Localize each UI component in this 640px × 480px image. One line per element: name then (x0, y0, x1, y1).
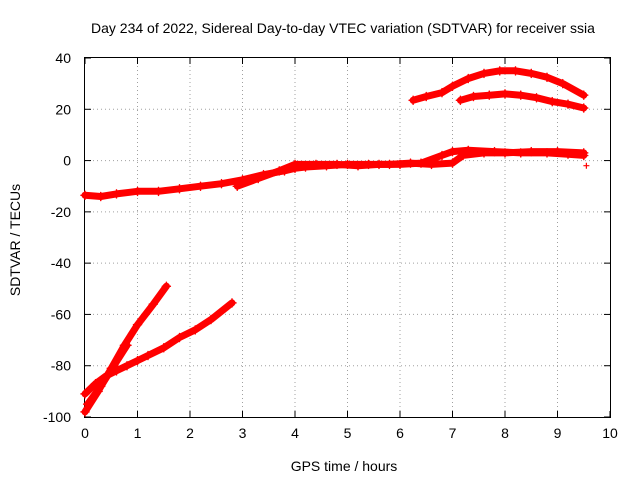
data-point (579, 150, 589, 161)
data-point (232, 181, 242, 191)
outlier-markers (583, 162, 590, 169)
y-tick-label: -80 (51, 358, 71, 374)
data-point (143, 350, 153, 361)
data-point (447, 81, 458, 91)
data-point (395, 159, 405, 170)
data-point (479, 68, 489, 79)
data-point (159, 343, 169, 353)
data-point (421, 91, 431, 102)
data-point (463, 145, 473, 156)
data-point (563, 149, 573, 159)
x-tick-label: 7 (449, 425, 457, 441)
y-tick-labels: -100 -80 -60 -40 -20 0 20 40 (43, 50, 71, 425)
data-point (132, 186, 143, 197)
data-point (96, 191, 106, 202)
data-point (148, 299, 158, 309)
data-point (447, 146, 458, 157)
data-point (526, 68, 536, 79)
x-tick-label: 0 (81, 425, 89, 441)
data-point (489, 146, 500, 157)
x-tick-label: 2 (186, 425, 194, 441)
data-point (311, 159, 321, 170)
y-axis-label: SDTVAR / TECUs (7, 184, 23, 296)
data-point (437, 87, 447, 98)
x-tick-label: 8 (501, 425, 509, 441)
x-tick-label: 5 (344, 425, 352, 441)
data-point (80, 389, 90, 399)
data-point (416, 158, 426, 168)
outlier-point (583, 162, 590, 169)
y-tick-label: -100 (43, 409, 71, 425)
x-tick-label: 4 (291, 425, 299, 441)
x-tick-label: 3 (239, 425, 247, 441)
data-point (290, 159, 300, 170)
y-tick-label: -40 (51, 255, 71, 271)
x-tick-label: 10 (602, 425, 618, 441)
series-early-stub (84, 341, 131, 408)
data-point (374, 159, 384, 170)
data-point (468, 91, 479, 102)
data-point (332, 159, 342, 170)
data-point (500, 89, 510, 99)
data-point (253, 173, 263, 184)
data-series (80, 66, 589, 417)
data-point (542, 148, 552, 158)
data-point (447, 158, 458, 168)
data-point (484, 90, 494, 100)
data-point (547, 96, 557, 107)
data-point (109, 360, 119, 371)
data-point (80, 190, 90, 200)
axis-ticks (84, 57, 611, 418)
data-point (408, 95, 418, 106)
data-point (558, 78, 568, 89)
data-point (174, 332, 185, 343)
data-point (463, 73, 473, 84)
data-point (82, 399, 93, 409)
data-point (80, 407, 90, 417)
x-axis-label: GPS time / hours (291, 458, 398, 474)
data-point (161, 281, 172, 291)
data-point (579, 103, 589, 113)
data-point (122, 340, 132, 350)
data-point (90, 378, 101, 389)
data-point (274, 166, 284, 176)
data-point (122, 360, 132, 371)
data-point (579, 90, 589, 100)
data-point (516, 148, 526, 158)
data-point (132, 355, 143, 366)
data-point (516, 90, 526, 100)
data-point (563, 99, 573, 109)
x-tick-label: 1 (134, 425, 142, 441)
data-point (96, 381, 106, 391)
data-point (195, 181, 206, 191)
y-tick-label: -60 (51, 306, 71, 322)
data-point (153, 186, 164, 197)
data-point (510, 66, 521, 76)
y-tick-label: -20 (51, 204, 71, 220)
data-point (437, 150, 447, 161)
data-point (132, 319, 143, 330)
x-tick-label: 9 (554, 425, 562, 441)
chart-title: Day 234 of 2022, Sidereal Day-to-day VTE… (91, 20, 595, 36)
data-point (227, 298, 237, 308)
data-point (531, 92, 542, 103)
data-point (455, 95, 466, 106)
data-point (111, 189, 122, 199)
data-point (190, 325, 200, 335)
y-tick-label: 0 (63, 153, 71, 169)
y-tick-label: 20 (55, 101, 71, 117)
data-point (206, 314, 216, 325)
data-point (542, 72, 552, 82)
x-tick-label: 6 (396, 425, 404, 441)
y-tick-label: 40 (55, 50, 71, 66)
data-point (216, 178, 227, 189)
data-point (353, 160, 363, 171)
plot-frame (84, 57, 611, 418)
data-point (174, 184, 185, 194)
x-tick-labels: 0 1 2 3 4 5 6 7 8 9 10 (81, 425, 618, 441)
data-point (495, 66, 505, 76)
